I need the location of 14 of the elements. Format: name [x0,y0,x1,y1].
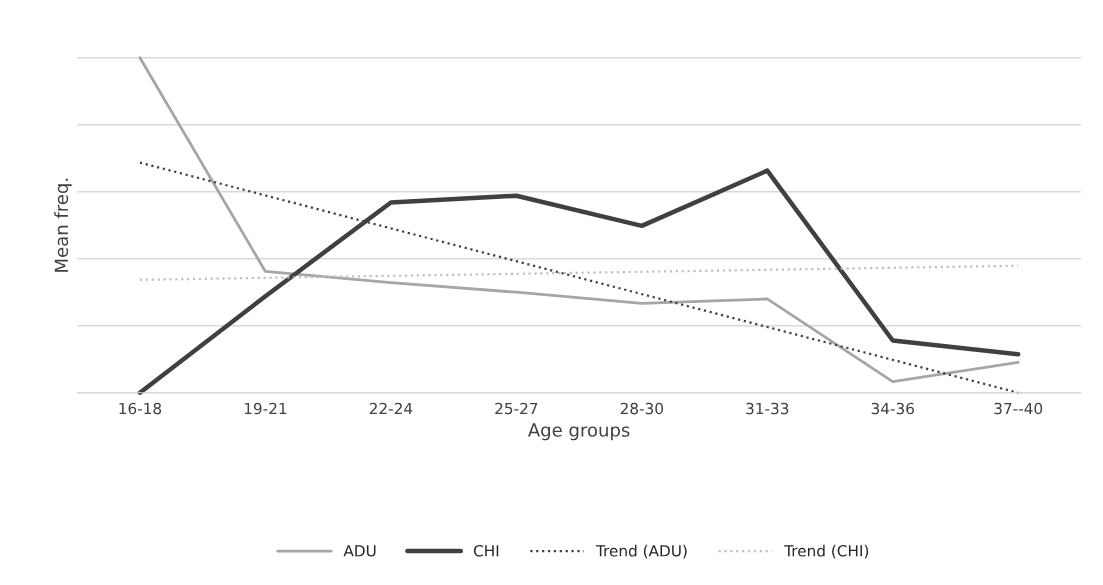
x-tick-label: 28-30 [620,402,663,415]
x-tick-label: 22-24 [369,402,413,415]
x-tick-label: 31-33 [746,402,789,415]
x-tick-label: 25-27 [495,402,538,415]
legend-label: Trend (CHI) [784,544,869,559]
x-axis-title: Age groups [527,423,630,441]
legend-label: Trend (ADU) [595,544,687,559]
x-tick-label: 34-36 [871,402,914,415]
y-axis-title: Mean freq. [54,178,72,272]
legend-label: CHI [473,545,499,557]
x-tick-label: 16-18 [119,402,162,415]
legend-label: ADU [343,545,376,557]
x-tick-label: 37--40 [994,402,1043,415]
x-tick-label: 19-21 [244,402,287,415]
